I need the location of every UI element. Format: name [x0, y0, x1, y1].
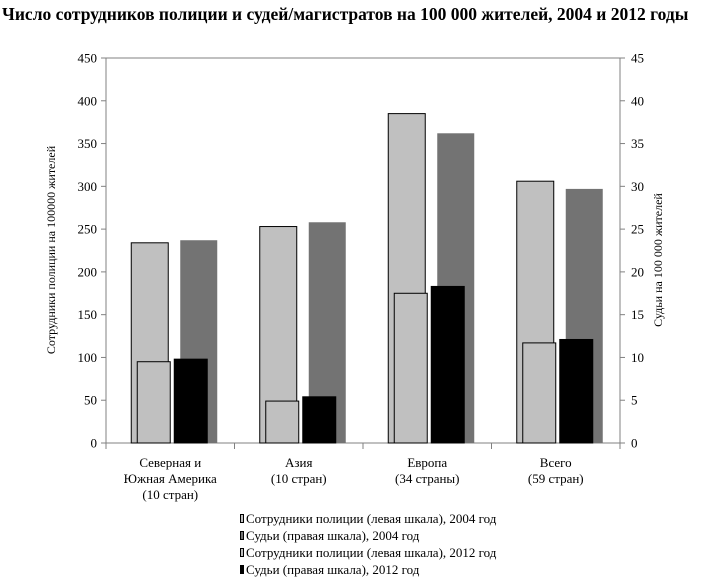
left-tick-label: 150 [78, 307, 98, 322]
legend-swatch [240, 514, 244, 523]
legend-item: Судьи (правая шкала), 2004 год [240, 527, 496, 544]
left-tick-label: 350 [78, 136, 98, 151]
right-tick-label: 45 [631, 51, 644, 66]
judges-2012-bar [430, 285, 465, 444]
police-2012-bar [393, 292, 428, 444]
right-tick-label: 0 [631, 436, 638, 451]
left-tick-label: 50 [84, 393, 97, 408]
right-axis-title: Судьи на 100 000 жителей [651, 193, 665, 327]
legend-item: Судьи (правая шкала), 2012 год [240, 561, 496, 578]
left-tick-label: 400 [78, 93, 98, 108]
judges-2012-bar [173, 358, 208, 444]
right-tick-label: 10 [631, 350, 644, 365]
police-2012-bar [265, 400, 300, 444]
left-tick-label: 450 [78, 51, 98, 66]
left-tick-label: 300 [78, 179, 98, 194]
legend-item: Сотрудники полиции (левая шкала), 2004 г… [240, 510, 496, 527]
police-2012-bar [522, 342, 557, 444]
legend-swatch [240, 531, 244, 540]
police-2012-bar [136, 361, 171, 444]
chart-title: Число сотрудников полиции и судей/магист… [2, 4, 689, 24]
category-label: Европа (34 страны) [395, 455, 459, 486]
legend-label: Судьи (правая шкала), 2004 год [246, 528, 420, 543]
right-tick-label: 30 [631, 179, 644, 194]
left-tick-label: 250 [78, 222, 98, 237]
right-tick-label: 40 [631, 93, 644, 108]
legend-item: Сотрудники полиции (левая шкала), 2012 г… [240, 544, 496, 561]
legend-label: Судьи (правая шкала), 2012 год [246, 562, 420, 577]
legend-swatch [240, 548, 244, 557]
left-axis-title: Сотрудники полиции на 100000 жителей [44, 145, 58, 354]
right-tick-label: 5 [631, 393, 638, 408]
left-tick-label: 100 [78, 350, 98, 365]
category-label: Северная и Южная Америка (10 стран) [124, 455, 217, 502]
right-tick-label: 35 [631, 136, 644, 151]
right-tick-label: 25 [631, 222, 644, 237]
legend-swatch [240, 565, 244, 574]
legend-label: Сотрудники полиции (левая шкала), 2004 г… [246, 511, 497, 526]
judges-2012-bar [302, 396, 337, 444]
left-tick-label: 0 [91, 436, 98, 451]
legend-label: Сотрудники полиции (левая шкала), 2012 г… [246, 545, 497, 560]
legend: Сотрудники полиции (левая шкала), 2004 г… [240, 510, 496, 578]
left-tick-label: 200 [78, 264, 98, 279]
category-label: Азия (10 стран) [271, 455, 327, 486]
right-tick-label: 20 [631, 264, 644, 279]
right-tick-label: 15 [631, 307, 644, 322]
category-label: Всего (59 стран) [528, 455, 584, 486]
judges-2012-bar [559, 338, 594, 444]
